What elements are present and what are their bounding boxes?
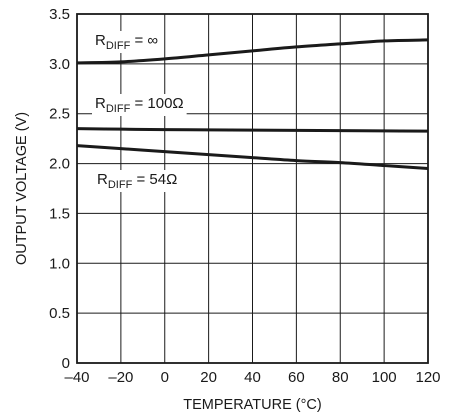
x-tick-label: 100: [372, 369, 397, 386]
x-tick-label: 40: [244, 369, 261, 386]
series-label-main: R: [95, 95, 106, 112]
x-tick-label: –40: [64, 369, 89, 386]
y-axis-ticks: 0 0.5 1.0 1.5 2.0 2.5 3.0 3.5: [49, 6, 70, 372]
y-tick-label: 3.5: [49, 6, 70, 23]
x-tick-label: 60: [288, 369, 305, 386]
series-label-3: RDIFF = 54Ω: [97, 171, 177, 191]
series-label-main: R: [95, 32, 106, 49]
x-tick-label: 20: [200, 369, 217, 386]
y-axis-title: OUTPUT VOLTAGE (V): [14, 112, 30, 265]
y-tick-label: 2.0: [49, 156, 70, 173]
y-tick-label: 2.5: [49, 106, 70, 123]
series-label-1: RDIFF = ∞: [95, 32, 158, 52]
series-label-subscript: DIFF: [106, 103, 131, 115]
series-label-subscript: DIFF: [108, 179, 133, 191]
x-tick-label: 80: [332, 369, 349, 386]
series-lines: [76, 38, 429, 171]
series-label-value: = ∞: [130, 32, 158, 49]
series-line-1: [76, 38, 429, 65]
series-label-subscript: DIFF: [106, 40, 131, 52]
series-line-2: [76, 127, 429, 133]
y-tick-label: 3.0: [49, 56, 70, 73]
series-label-background: [92, 31, 162, 53]
plot-frame: [76, 13, 429, 364]
series-label-background: [92, 94, 187, 116]
series-label-main: R: [97, 171, 108, 188]
y-tick-label: 1.5: [49, 205, 70, 222]
x-axis-ticks: –40 –20 0 20 40 60 80 100 120: [64, 369, 440, 386]
x-tick-label: –20: [108, 369, 133, 386]
x-tick-label: 0: [161, 369, 169, 386]
series-label-2: RDIFF = 100Ω: [95, 95, 184, 115]
series-label-background: [94, 170, 181, 192]
y-tick-label: 1.0: [49, 255, 70, 272]
series-label-value: = 100Ω: [130, 95, 183, 112]
y-tick-label: 0.5: [49, 305, 70, 322]
x-axis-title: TEMPERATURE (°C): [183, 397, 321, 413]
series-label-value: = 54Ω: [132, 171, 177, 188]
series-line-3: [76, 144, 429, 171]
x-tick-label: 120: [415, 369, 440, 386]
y-tick-label: 0: [62, 355, 70, 372]
